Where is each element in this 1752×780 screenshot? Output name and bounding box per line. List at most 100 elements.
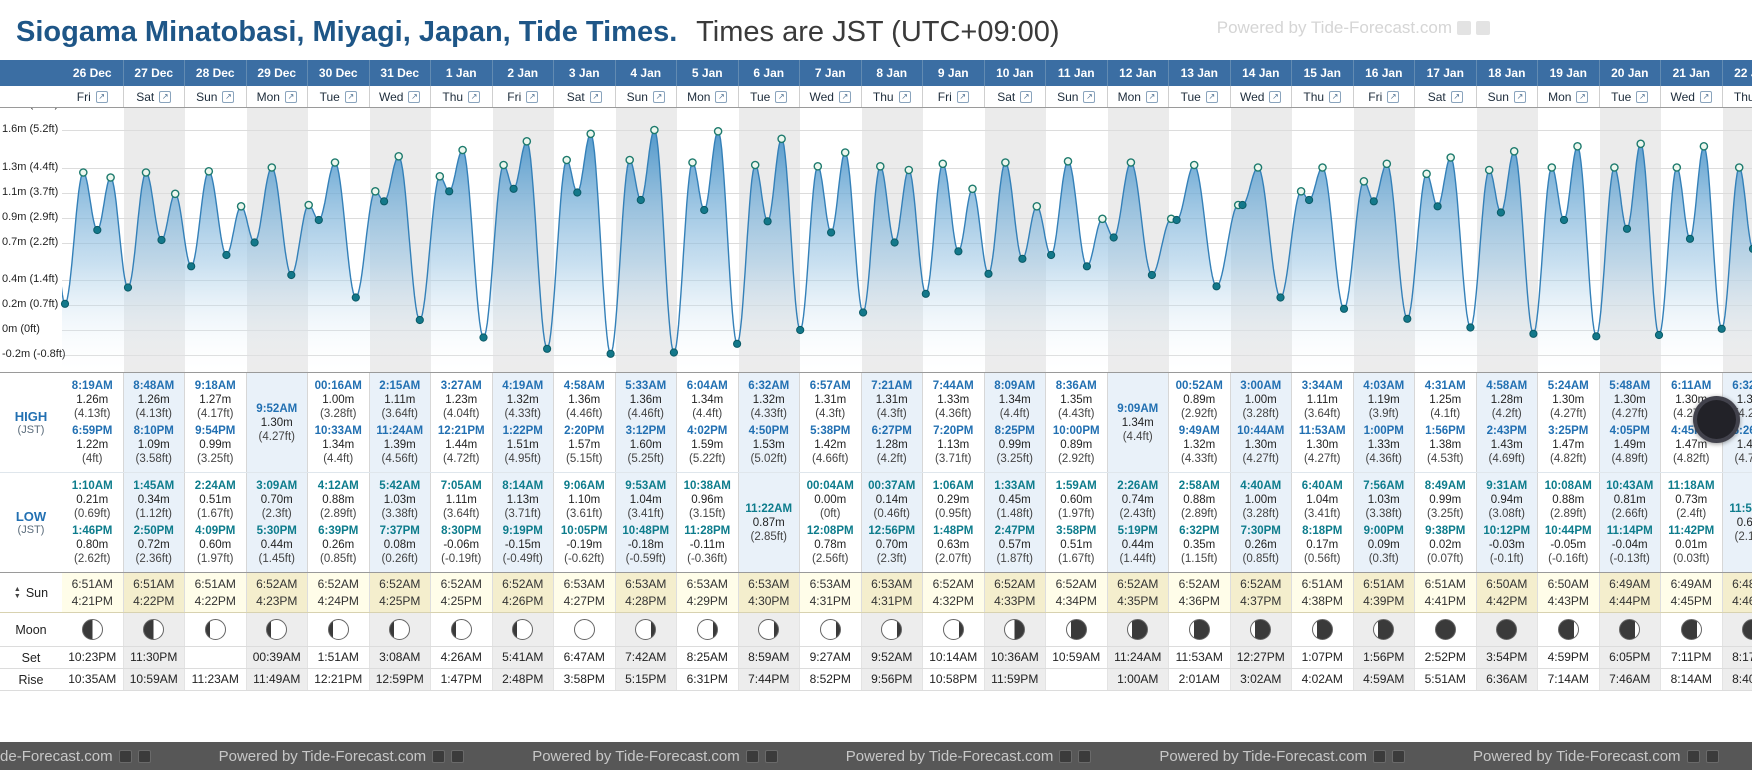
day-link-cell[interactable]: Mon ↗ [1108,86,1169,107]
footer-social-icon[interactable] [1059,749,1073,763]
day-link-cell[interactable]: Sat ↗ [985,86,1046,107]
floating-widget-button[interactable] [1693,396,1740,443]
expand-day-icon[interactable]: ↗ [284,90,297,103]
day-link-cell[interactable]: Sat ↗ [554,86,616,107]
expand-day-icon[interactable]: ↗ [408,90,421,103]
footer-social-icon[interactable] [1686,749,1700,763]
low-tide-cell: 10:38AM 0.96m (3.15ft) 11:28PM -0.11m (-0.36f… [677,473,739,572]
day-link-cell[interactable]: Mon ↗ [677,86,739,107]
y-axis-label: 0.2m (0.7ft) [2,298,59,310]
expand-day-icon[interactable]: ↗ [526,90,539,103]
day-link-cell[interactable]: Fri ↗ [493,86,554,107]
expand-day-icon[interactable]: ↗ [715,90,728,103]
expand-day-icon[interactable]: ↗ [898,90,911,103]
day-link-cell[interactable]: Sat ↗ [1415,86,1477,107]
day-link-cell[interactable]: Thu↗ [1292,86,1354,107]
footer-social-icon[interactable] [432,749,446,763]
day-of-week-label: Sat [566,89,585,104]
footer-social-icon[interactable] [451,749,465,763]
day-link-cell[interactable]: Sun ↗ [1477,86,1538,107]
footer-powered-by-link[interactable]: Powered by Tide-Forecast.com [1473,748,1719,765]
expand-day-icon[interactable]: ↗ [344,90,357,103]
tide-time: 10:00PM [1052,425,1100,437]
day-link-cell[interactable]: Sun ↗ [616,86,677,107]
sun-times-cell: 6:51AM 4:41PM [1415,573,1477,612]
tide-height-ft: (0.95ft) [935,508,972,520]
day-link-cell[interactable]: Wed ↗ [1231,86,1292,107]
moonset-time: 12:27PM [1230,647,1292,668]
expand-day-icon[interactable]: ↗ [222,90,235,103]
sunrise-time: 6:53AM [686,577,728,591]
sun-times-cell: 6:53AM 4:28PM [615,573,677,612]
footer-social-icon[interactable] [745,749,759,763]
expand-day-icon[interactable]: ↗ [956,90,969,103]
footer-social-icon[interactable] [1372,749,1386,763]
expand-day-icon[interactable]: ↗ [1269,90,1282,103]
sunrise-time: 6:50AM [1547,577,1589,591]
footer-powered-by-link[interactable]: Powered by Tide-Forecast.com [219,748,465,765]
day-link-cell[interactable]: Sun ↗ [1046,86,1108,107]
day-link-cell[interactable]: Wed ↗ [1661,86,1723,107]
expand-day-icon[interactable]: ↗ [652,90,665,103]
day-link-cell[interactable]: Wed ↗ [800,86,862,107]
footer-powered-by-link[interactable]: Powered by Tide-Forecast.com [1159,748,1405,765]
tide-height-ft: (4.4ft) [692,408,723,420]
expand-day-icon[interactable]: ↗ [159,90,172,103]
day-link-cell[interactable]: Fri ↗ [62,86,124,107]
expand-day-icon[interactable]: ↗ [468,90,481,103]
date-cell: 9 Jan [923,60,985,86]
expand-day-icon[interactable]: ↗ [1699,90,1712,103]
footer-social-icon[interactable] [1391,749,1405,763]
day-link-cell[interactable]: Tue ↗ [1169,86,1231,107]
footer-social-icon[interactable] [118,749,132,763]
moon-cell [492,613,554,646]
expand-day-icon[interactable]: ↗ [95,90,108,103]
tide-height-m: 1.11m [384,394,416,406]
day-link-cell[interactable]: Sun ↗ [185,86,247,107]
day-link-cell[interactable]: Mon ↗ [247,86,308,107]
day-link-cell[interactable]: Tue ↗ [1600,86,1661,107]
day-link-cell[interactable]: Sat ↗ [124,86,185,107]
tide-height-m: 1.22m [76,439,109,451]
expand-day-icon[interactable]: ↗ [589,90,602,103]
expand-day-icon[interactable]: ↗ [1636,90,1649,103]
footer-powered-by-link[interactable]: Powered by Tide-Forecast.com [0,748,151,765]
expand-day-icon[interactable]: ↗ [1145,90,1158,103]
expand-day-icon[interactable]: ↗ [1576,90,1589,103]
moon-phase-icon-waning-gibbous [819,619,841,640]
expand-day-icon[interactable]: ↗ [775,90,788,103]
footer-social-icon[interactable] [764,749,778,763]
sun-times-cell: 6:52AM 4:35PM [1107,573,1169,612]
expand-day-icon[interactable]: ↗ [1450,90,1463,103]
footer-social-icon[interactable] [137,749,151,763]
day-link-cell[interactable]: Mon ↗ [1538,86,1600,107]
expand-day-icon[interactable]: ↗ [1513,90,1526,103]
tide-height-ft: (1.67ft) [1058,553,1095,565]
tide-entry: 4:40AM 1.00m (3.28ft) [1231,479,1292,521]
expand-day-icon[interactable]: ↗ [1083,90,1096,103]
day-link-cell[interactable]: Wed ↗ [370,86,431,107]
tide-height-m: 0.81m [1613,494,1646,506]
day-link-cell[interactable]: Thu↗ [1723,86,1752,107]
tide-time: 7:37PM [379,525,420,537]
footer-powered-by-link[interactable]: Powered by Tide-Forecast.com [846,748,1092,765]
footer-social-icon[interactable] [1078,749,1092,763]
expand-day-icon[interactable]: ↗ [838,90,851,103]
moonrise-time: 1:47PM [431,669,493,690]
day-link-cell[interactable]: Fri ↗ [923,86,985,107]
day-link-cell[interactable]: Fri ↗ [1354,86,1415,107]
day-link-cell[interactable]: Tue ↗ [308,86,370,107]
day-link-cell[interactable]: Tue ↗ [739,86,800,107]
footer-powered-by-link[interactable]: Powered by Tide-Forecast.com [532,748,778,765]
tide-entry: 8:36AM 1.35m (4.43ft) [1046,379,1107,421]
tide-time: 4:40AM [1240,480,1282,492]
expand-day-icon[interactable]: ↗ [1020,90,1033,103]
expand-day-icon[interactable]: ↗ [1329,90,1342,103]
day-link-cell[interactable]: Thu↗ [862,86,923,107]
day-link-cell[interactable]: Thu↗ [431,86,493,107]
expand-day-icon[interactable]: ↗ [1387,90,1400,103]
moonrise-time: 10:59AM [123,669,185,690]
moonrise-time: 10:35AM [62,669,124,690]
footer-social-icon[interactable] [1705,749,1719,763]
expand-day-icon[interactable]: ↗ [1205,90,1218,103]
